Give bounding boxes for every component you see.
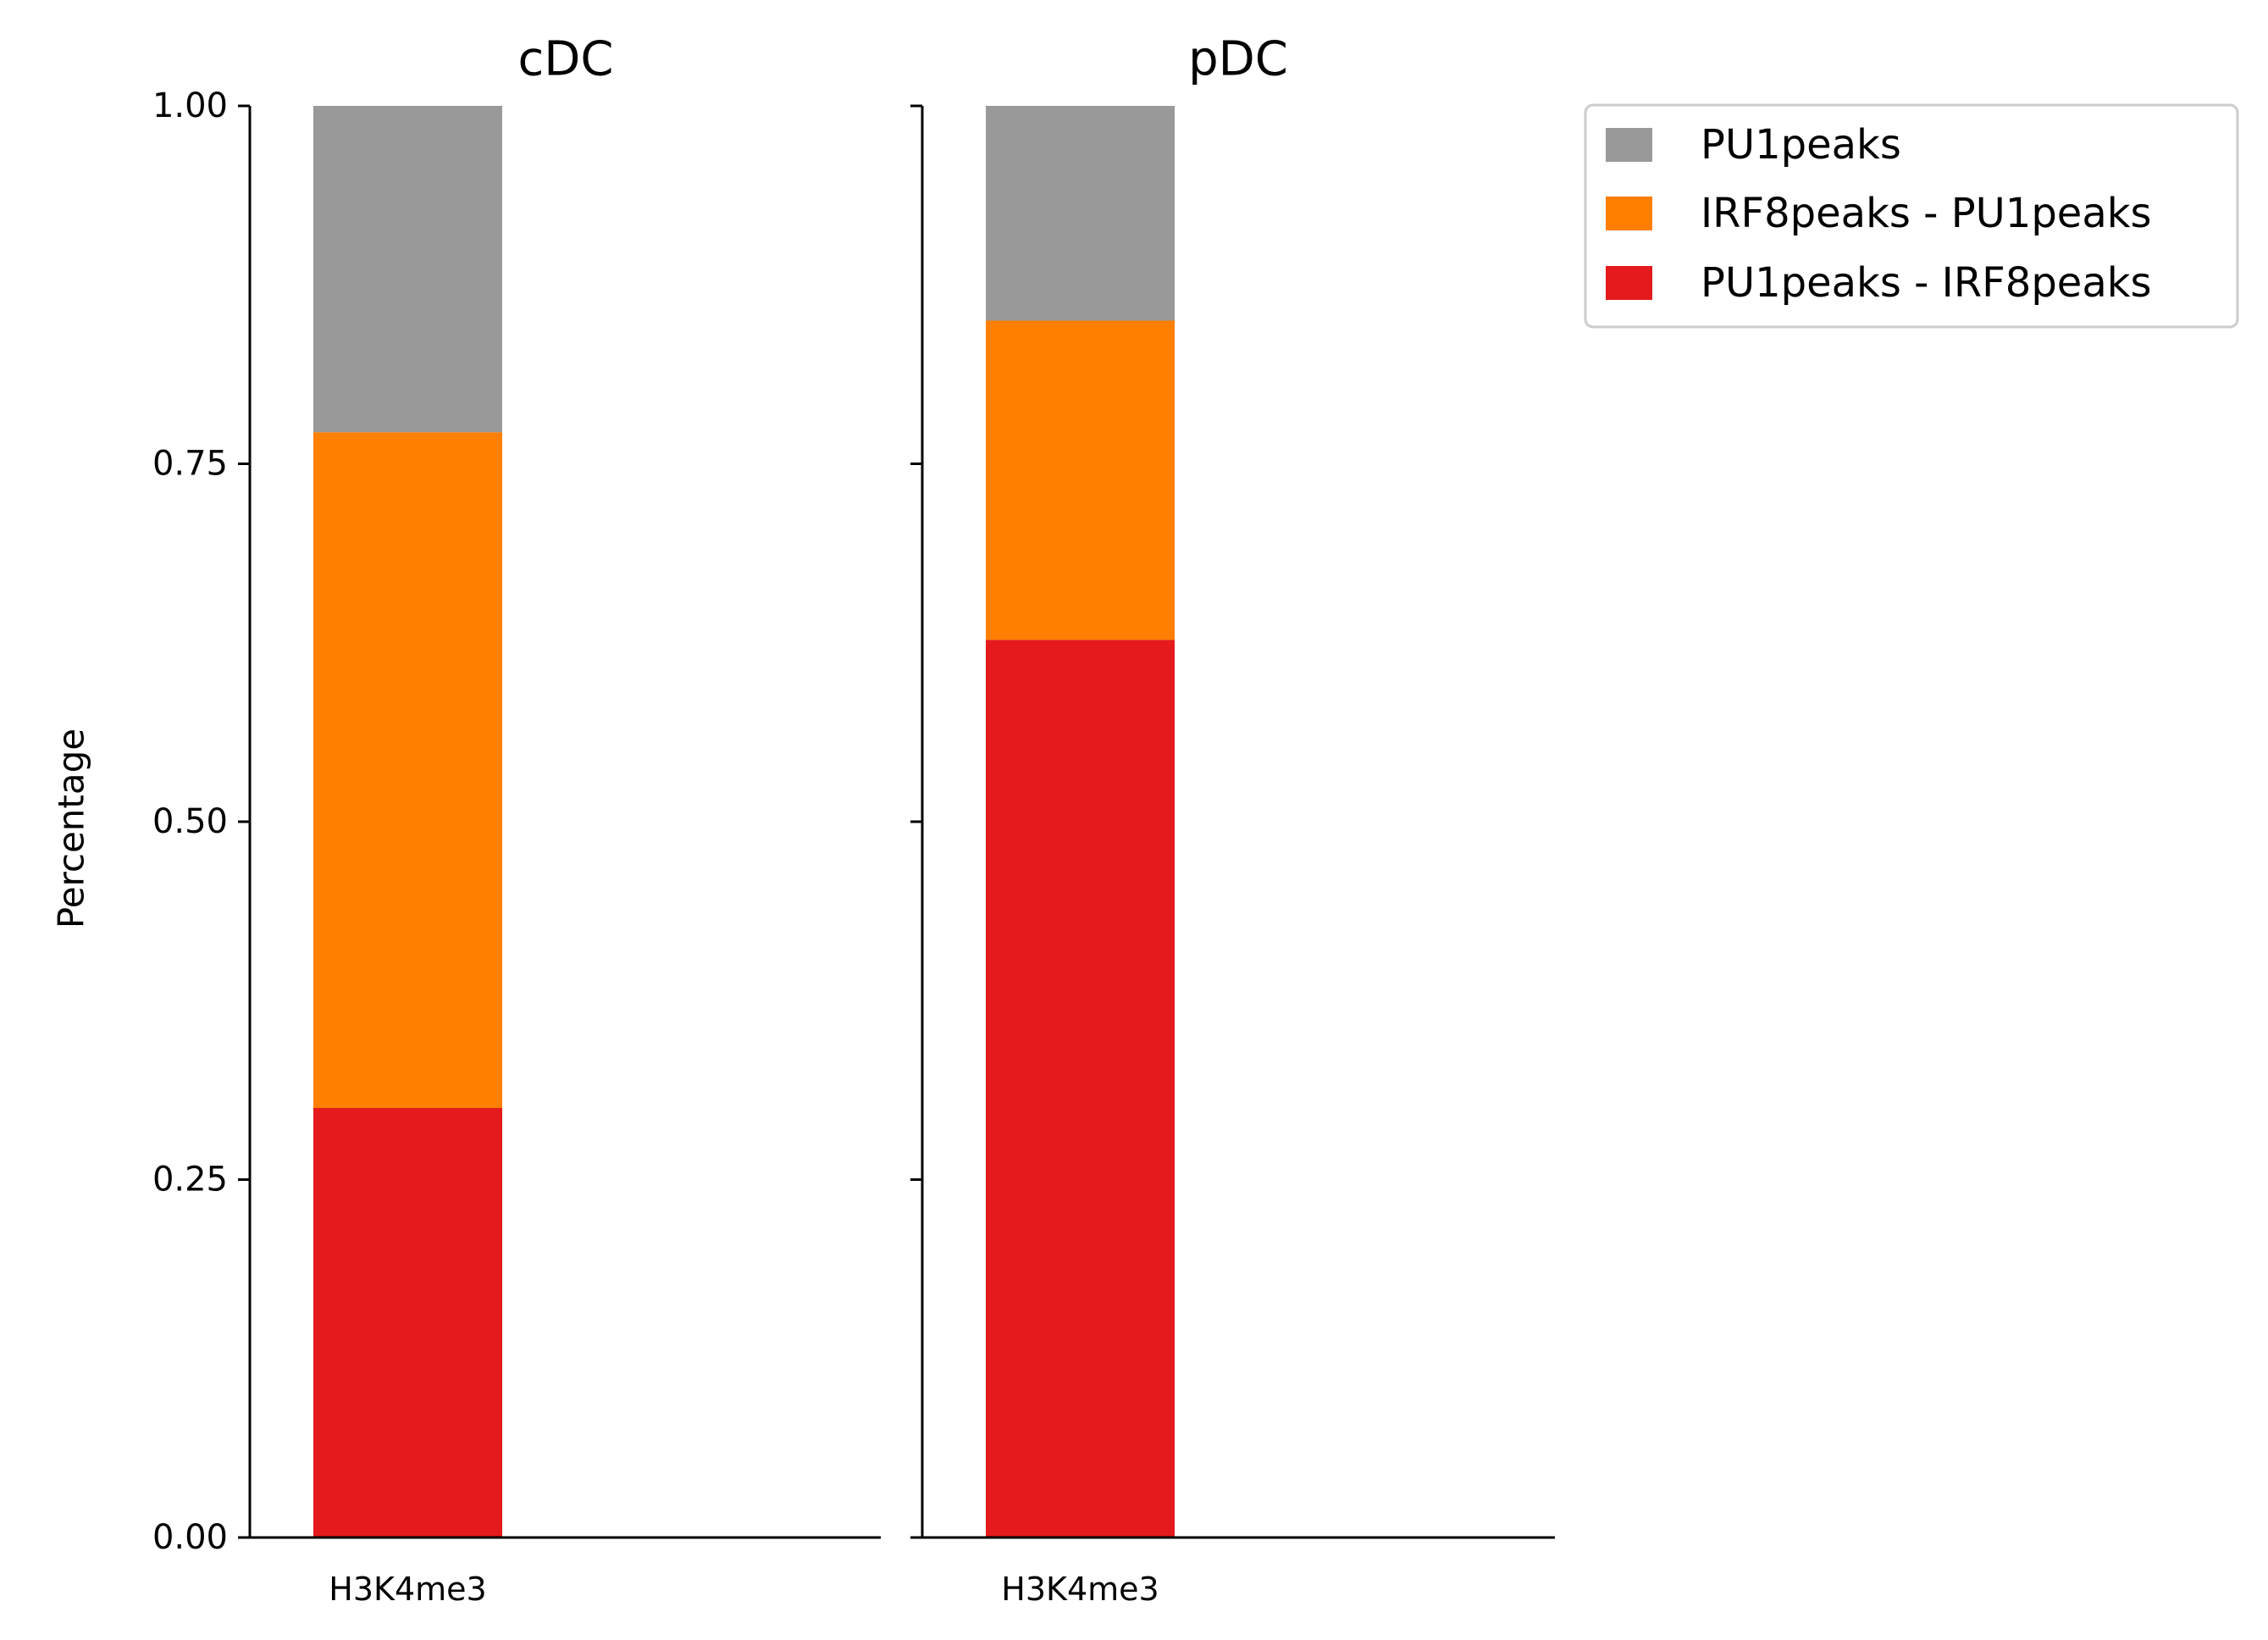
- panel-title: pDC: [1188, 32, 1288, 87]
- y-tick-label: 0.00: [152, 1518, 228, 1557]
- panel-pDC: H3K4me3 pDC: [910, 32, 1555, 1608]
- y-tick-label: 0.25: [152, 1161, 228, 1200]
- panel-cDC: 0.00 0.25 0.50 0.75 1.00 H3K4me3 cDC: [152, 32, 881, 1608]
- legend-frame: [1584, 103, 2239, 329]
- legend-swatch: [1606, 128, 1652, 162]
- y-axis-label: Percentage: [51, 729, 92, 928]
- legend-label: PU1peaks - IRF8peaks: [1701, 259, 2152, 307]
- x-tick-label: H3K4me3: [1001, 1571, 1159, 1608]
- bar-segment: [986, 320, 1175, 640]
- bar-segment: [313, 1108, 502, 1538]
- panel-title: cDC: [517, 32, 613, 87]
- legend-swatch: [1606, 266, 1652, 300]
- x-tick-label: H3K4me3: [329, 1571, 486, 1608]
- y-tick-label: 0.50: [152, 802, 228, 841]
- legend-entry: IRF8peaks - PU1peaks: [1606, 190, 2152, 237]
- y-tick-label: 1.00: [152, 86, 228, 125]
- legend-label: PU1peaks: [1701, 121, 1901, 169]
- bar-segment: [986, 106, 1175, 321]
- legend-swatch: [1606, 197, 1652, 230]
- bar-segment: [313, 106, 502, 433]
- legend-label: IRF8peaks - PU1peaks: [1701, 190, 2152, 237]
- y-tick-label: 0.75: [152, 445, 228, 484]
- bar-segment: [986, 640, 1175, 1538]
- legend-entry: PU1peaks: [1606, 121, 1901, 169]
- chart-panels: 0.00 0.25 0.50 0.75 1.00 H3K4me3 cDC H3K4me3 pDC: [152, 32, 1555, 1608]
- legend: PU1peaks IRF8peaks - PU1peaks PU1peaks - I…: [1584, 103, 2239, 329]
- legend-entry: PU1peaks - IRF8peaks: [1606, 259, 2152, 307]
- bar-segment: [313, 432, 502, 1108]
